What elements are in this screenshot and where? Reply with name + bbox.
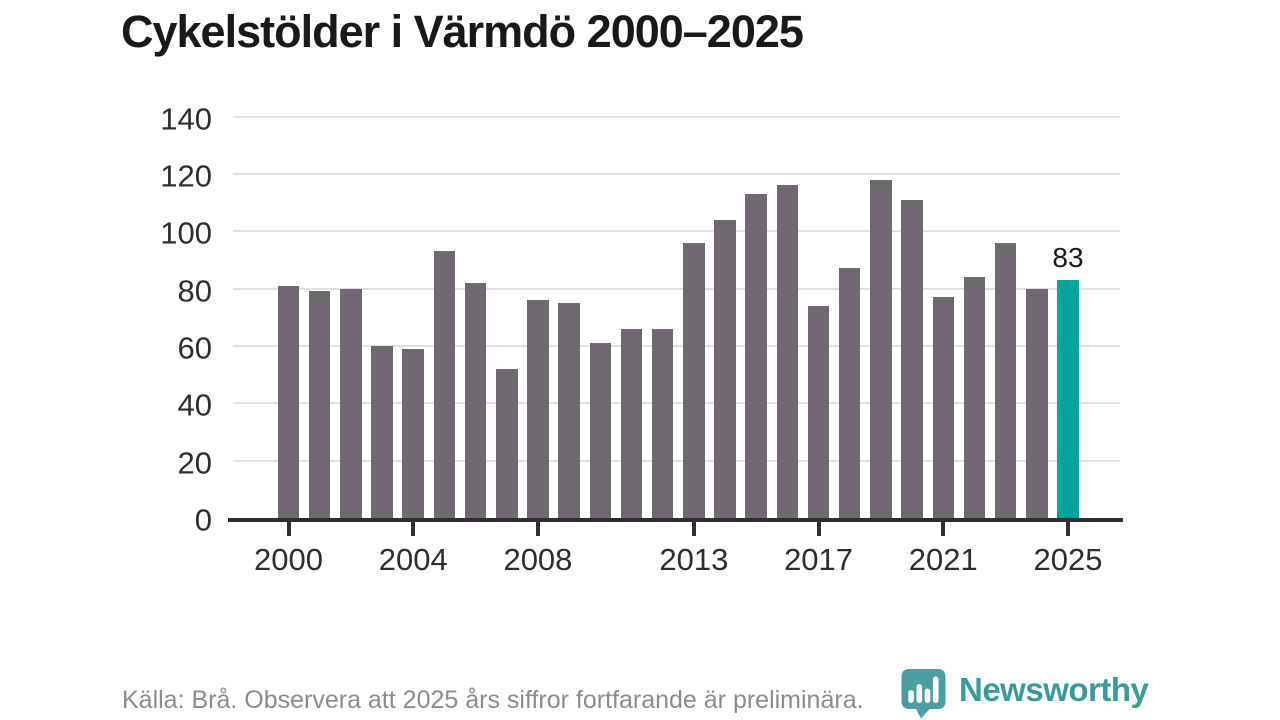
chart-title: Cykelstölder i Värmdö 2000–2025	[121, 6, 804, 57]
gridline-80	[233, 287, 1120, 290]
y-tick-label-80: 80	[177, 273, 212, 309]
y-tick-label-100: 100	[160, 215, 212, 251]
bar-2017	[807, 305, 830, 518]
x-tick-label-2008: 2008	[503, 542, 573, 577]
x-tick-label-2017: 2017	[784, 542, 854, 577]
x-tick-2013	[691, 521, 696, 536]
bar-2020	[901, 199, 923, 518]
gridline-40	[233, 402, 1120, 405]
bar-2002	[340, 288, 362, 518]
bar-2019	[870, 179, 892, 518]
bar-2023	[994, 242, 1017, 518]
bar-2011	[620, 328, 643, 518]
bar-2024	[1026, 288, 1048, 518]
y-tick-label-0: 0	[194, 502, 212, 538]
bar-2013	[683, 242, 705, 518]
newsworthy-logo-icon	[901, 669, 946, 719]
x-tick-2017	[816, 521, 821, 536]
newsworthy-brand: Newsworthy	[901, 669, 1149, 719]
highlight-value-label: 83	[1052, 241, 1084, 273]
bar-2010	[589, 343, 612, 518]
bar-2000	[277, 285, 300, 518]
source-note: Källa: Brå. Observera att 2025 års siffr…	[122, 686, 864, 714]
gridline-120	[233, 172, 1120, 175]
bar-2004	[402, 348, 424, 518]
bar-2008	[527, 300, 549, 518]
gridline-100	[233, 230, 1120, 233]
bar-2018	[838, 268, 861, 518]
bar-2015	[745, 193, 767, 518]
bar-2001	[308, 291, 331, 518]
y-tick-label-60: 60	[177, 330, 212, 366]
bar-2006	[464, 282, 487, 518]
x-tick-label-2025: 2025	[1033, 542, 1103, 577]
gridline-20	[233, 459, 1120, 462]
x-tick-2021	[941, 521, 946, 536]
bar-2025-highlighted	[1057, 279, 1079, 518]
gridline-60	[233, 344, 1120, 347]
bar-2003	[371, 345, 393, 518]
x-axis-line	[228, 518, 1123, 522]
x-tick-label-2021: 2021	[908, 542, 978, 577]
bar-2012	[651, 328, 674, 518]
x-tick-2004	[411, 521, 416, 536]
x-tick-2025	[1066, 521, 1070, 536]
bar-2005	[433, 251, 456, 518]
bar-2016	[776, 185, 799, 518]
bar-2021	[932, 297, 955, 518]
y-tick-label-120: 120	[160, 158, 212, 194]
x-tick-label-2000: 2000	[254, 542, 323, 577]
x-tick-label-2004: 2004	[378, 542, 448, 577]
x-tick-2000	[286, 521, 291, 536]
bar-2007	[496, 368, 518, 518]
y-tick-label-140: 140	[160, 101, 212, 136]
y-tick-label-40: 40	[177, 387, 212, 423]
bar-2014	[714, 219, 736, 518]
y-tick-label-20: 20	[177, 445, 212, 481]
x-tick-label-2013: 2013	[659, 542, 729, 577]
bar-2022	[963, 277, 986, 518]
gridline-140	[233, 115, 1120, 118]
newsworthy-wordmark: Newsworthy	[959, 671, 1149, 708]
x-tick-2008	[535, 521, 540, 536]
bar-2009	[558, 302, 580, 518]
